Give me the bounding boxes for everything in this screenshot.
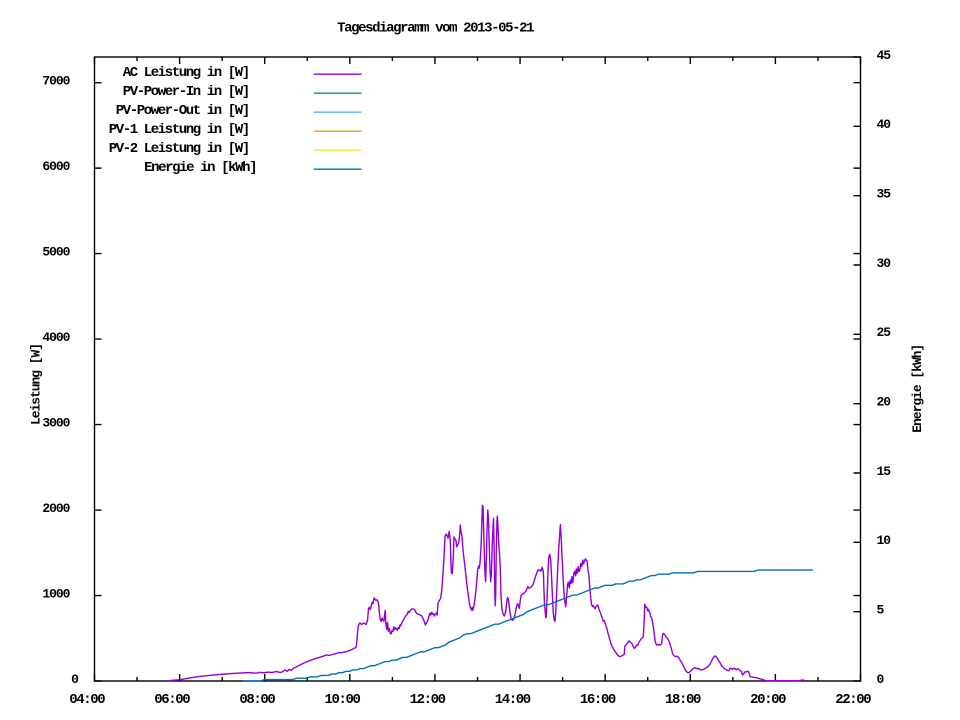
svg-text:Leistung [W]: Leistung [W] [28,344,43,425]
svg-text:0: 0 [71,672,79,687]
svg-text:14:00: 14:00 [495,692,531,708]
svg-text:12:00: 12:00 [410,692,446,708]
svg-text:PV-1 Leistung in [W]: PV-1 Leistung in [W] [109,122,249,138]
svg-text:04:00: 04:00 [69,692,105,708]
svg-text:16:00: 16:00 [580,692,616,708]
svg-text:4000: 4000 [42,330,70,345]
svg-text:30: 30 [877,256,892,271]
svg-text:AC Leistung in [W]: AC Leistung in [W] [123,65,249,81]
svg-text:10:00: 10:00 [325,692,361,708]
svg-text:7000: 7000 [42,74,70,89]
svg-text:Energie [kWh]: Energie [kWh] [910,345,925,433]
svg-text:PV-Power-In in [W]: PV-Power-In in [W] [123,84,249,100]
svg-text:Tagesdiagramm vom 2013-05-21: Tagesdiagramm vom 2013-05-21 [337,21,534,37]
svg-text:2000: 2000 [42,501,70,516]
svg-text:20:00: 20:00 [750,692,786,708]
svg-text:3000: 3000 [42,415,70,430]
svg-text:5000: 5000 [42,245,70,260]
svg-text:Energie in [kWh]: Energie in [kWh] [144,160,256,176]
svg-text:35: 35 [877,187,892,202]
svg-text:08:00: 08:00 [239,692,275,708]
svg-text:0: 0 [877,672,885,687]
svg-text:25: 25 [877,325,892,340]
svg-text:45: 45 [877,48,892,63]
svg-text:1000: 1000 [42,586,70,601]
svg-text:6000: 6000 [42,159,70,174]
svg-text:15: 15 [877,464,892,479]
svg-text:40: 40 [877,117,892,132]
svg-text:22:00: 22:00 [835,692,871,708]
svg-text:PV-Power-Out in [W]: PV-Power-Out in [W] [116,103,249,119]
svg-text:20: 20 [877,395,892,410]
svg-text:PV-2 Leistung in [W]: PV-2 Leistung in [W] [109,141,249,157]
svg-text:5: 5 [877,603,885,618]
svg-text:10: 10 [877,533,892,548]
svg-text:06:00: 06:00 [154,692,190,708]
svg-text:18:00: 18:00 [665,692,701,708]
